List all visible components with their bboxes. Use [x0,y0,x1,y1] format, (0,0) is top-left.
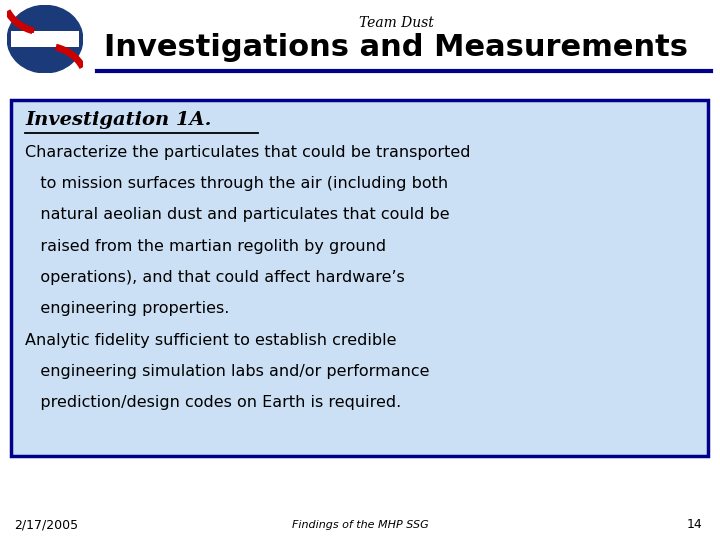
Text: Findings of the MHP SSG: Findings of the MHP SSG [292,520,428,530]
Text: 14: 14 [686,518,702,531]
Text: 2/17/2005: 2/17/2005 [14,518,78,531]
Text: Investigation 1A.: Investigation 1A. [25,111,212,129]
Text: Analytic fidelity sufficient to establish credible: Analytic fidelity sufficient to establis… [25,333,397,348]
Text: operations), and that could affect hardware’s: operations), and that could affect hardw… [25,270,405,285]
FancyBboxPatch shape [11,31,79,47]
Ellipse shape [7,5,83,73]
Text: NASA: NASA [24,32,66,46]
Text: engineering properties.: engineering properties. [25,301,230,316]
Text: natural aeolian dust and particulates that could be: natural aeolian dust and particulates th… [25,207,450,222]
Text: engineering simulation labs and/or performance: engineering simulation labs and/or perfo… [25,364,430,379]
Text: Characterize the particulates that could be transported: Characterize the particulates that could… [25,145,471,160]
Text: to mission surfaces through the air (including both: to mission surfaces through the air (inc… [25,176,449,191]
FancyBboxPatch shape [11,100,708,456]
Text: Investigations and Measurements: Investigations and Measurements [104,33,688,62]
Text: prediction/design codes on Earth is required.: prediction/design codes on Earth is requ… [25,395,402,410]
Text: Team Dust: Team Dust [359,16,433,30]
Text: raised from the martian regolith by ground: raised from the martian regolith by grou… [25,239,387,254]
